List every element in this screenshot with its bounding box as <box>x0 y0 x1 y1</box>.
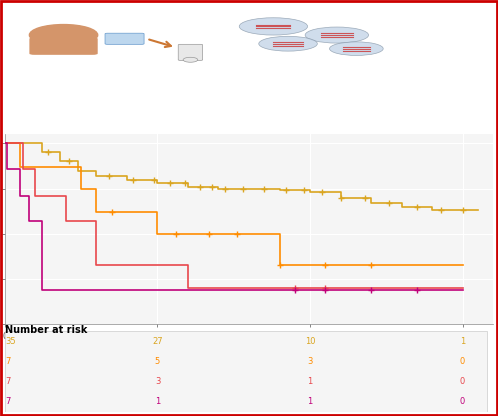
Text: 10: 10 <box>305 337 315 346</box>
Text: 27: 27 <box>152 337 163 346</box>
Text: 3: 3 <box>307 357 313 366</box>
Text: 1: 1 <box>307 397 313 406</box>
Text: 1: 1 <box>155 397 160 406</box>
Text: 7: 7 <box>5 377 10 386</box>
Text: 35: 35 <box>5 337 15 346</box>
FancyBboxPatch shape <box>178 45 203 60</box>
Ellipse shape <box>183 57 198 62</box>
Text: 0: 0 <box>460 357 465 366</box>
Circle shape <box>239 18 308 35</box>
FancyBboxPatch shape <box>29 37 98 55</box>
Ellipse shape <box>29 25 98 46</box>
Text: 0: 0 <box>460 397 465 406</box>
Text: 1: 1 <box>307 377 313 386</box>
Text: 1: 1 <box>460 337 465 346</box>
Text: 3: 3 <box>155 377 160 386</box>
FancyBboxPatch shape <box>105 33 144 45</box>
Circle shape <box>305 27 369 43</box>
Text: Number at risk: Number at risk <box>5 325 87 335</box>
Circle shape <box>330 42 383 55</box>
X-axis label: Time: Time <box>237 347 261 357</box>
Text: 7: 7 <box>5 357 10 366</box>
FancyBboxPatch shape <box>5 331 487 412</box>
Text: 7: 7 <box>5 397 10 406</box>
Text: 5: 5 <box>155 357 160 366</box>
Text: 0: 0 <box>460 377 465 386</box>
Circle shape <box>259 36 317 51</box>
